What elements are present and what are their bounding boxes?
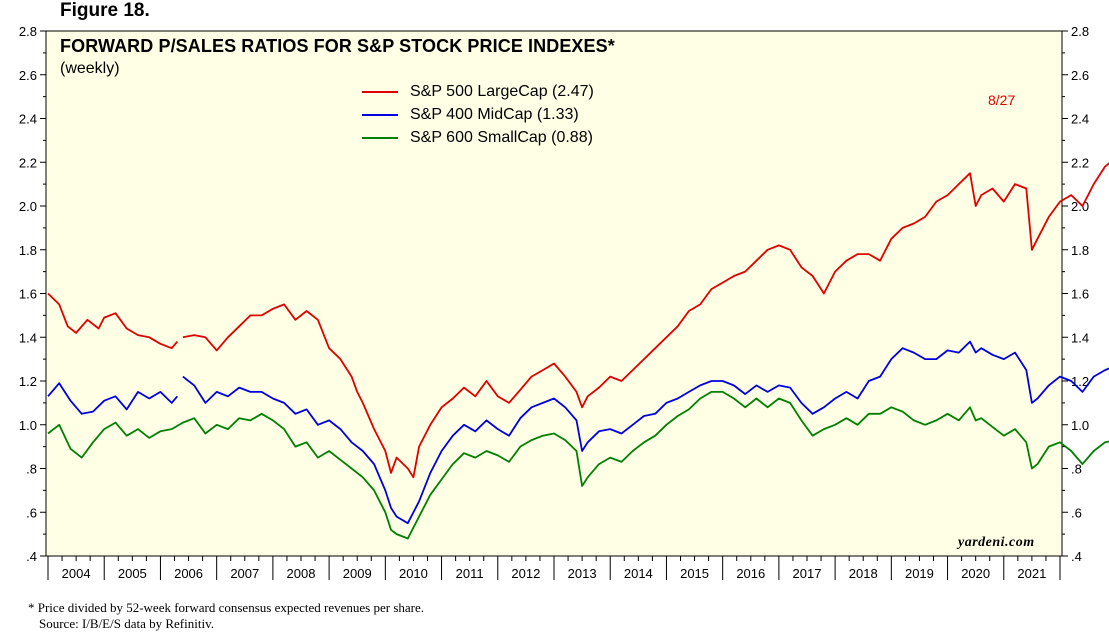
x-tick-label: 2017 [793,566,822,581]
chart-subtitle: (weekly) [60,60,120,77]
y-tick-label-left: 2.8 [19,24,37,39]
y-tick-label-right: 2.6 [1071,68,1089,83]
y-tick-label-right: 1.4 [1071,330,1089,345]
legend-item-midcap: S&P 400 MidCap (1.33) [362,103,594,126]
legend-item-largecap: S&P 500 LargeCap (2.47) [362,80,594,103]
y-tick-label-left: 1.4 [19,330,37,345]
y-tick-label-right: 2.8 [1071,24,1089,39]
y-tick-label-left: 2.2 [19,155,37,170]
y-tick-label-left: 1.6 [19,287,37,302]
x-tick-label: 2011 [456,566,484,581]
x-tick-label: 2013 [568,566,597,581]
legend-label-smallcap: S&P 600 SmallCap (0.88) [410,128,593,146]
legend-swatch-midcap [362,113,398,116]
end-date-label: 8/27 [988,92,1016,108]
y-tick-label-left: 2.4 [19,112,37,127]
legend: S&P 500 LargeCap (2.47) S&P 400 MidCap (… [362,80,594,149]
y-tick-label-left: 1.2 [19,374,37,389]
brand-watermark: yardeni.com [958,535,1035,550]
y-tick-label-left: 2.0 [19,199,37,214]
x-tick-label: 2018 [849,566,878,581]
y-tick-label-right: 2.2 [1071,155,1089,170]
chart-title: FORWARD P/SALES RATIOS FOR S&P STOCK PRI… [60,36,615,56]
y-tick-label-right: 1.8 [1071,243,1089,258]
x-tick-label: 2016 [736,566,765,581]
x-tick-label: 2005 [118,566,147,581]
y-tick-label-right: .4 [1071,549,1082,564]
x-axis: 2004 2005 2006 2007 2008 2009 2010 2011 2012 2013… [47,556,1061,581]
y-axis-left: 2.8 2.6 2.4 2.2 2.0 1.8 1.6 1.4 1.2 1.0 .8 .6 .4 [19,24,46,564]
legend-swatch-largecap [362,90,398,93]
footnote: * Price divided by 52-week forward conse… [28,600,424,632]
figure-label: Figure 18. [60,0,150,21]
y-axis-right: 2.82.62.42.22.01.81.61.41.21.0.8.6.4 [1062,24,1089,564]
x-tick-label: 2021 [1017,566,1046,581]
y-tick-label-right: 1.0 [1071,418,1089,433]
series-line-midcap [47,340,1109,525]
x-tick-label: 2015 [680,566,709,581]
y-tick-label-right: 1.6 [1071,287,1089,302]
x-tick-label: 2007 [230,566,259,581]
x-tick-label: 2006 [174,566,203,581]
y-tick-label-left: .8 [26,462,37,477]
legend-label-midcap: S&P 400 MidCap (1.33) [410,105,579,123]
y-tick-label-right: .6 [1071,505,1082,520]
y-tick-label-right: .8 [1071,462,1082,477]
x-tick-label: 2019 [905,566,934,581]
x-tick-label: 2008 [287,566,316,581]
y-tick-label-left: .4 [26,549,37,564]
x-tick-label: 2010 [399,566,428,581]
y-tick-label-left: 1.8 [19,243,37,258]
y-tick-label-right: 2.0 [1071,199,1089,214]
series-line-largecap [47,162,1109,479]
footnote-source: Source: I/B/E/S data by Refinitiv. [39,616,214,631]
series-line-smallcap [47,391,1109,540]
x-tick-label: 2012 [511,566,540,581]
y-tick-label-left: 2.6 [19,68,37,83]
y-tick-label-left: .6 [26,505,37,520]
legend-item-smallcap: S&P 600 SmallCap (0.88) [362,126,594,149]
x-tick-label: 2020 [961,566,990,581]
x-tick-label: 2004 [62,566,91,581]
series-group [47,162,1109,540]
legend-swatch-smallcap [362,136,398,139]
y-tick-label-left: 1.0 [19,418,37,433]
footnote-definition: * Price divided by 52-week forward conse… [28,600,424,615]
x-tick-label: 2009 [343,566,372,581]
legend-label-largecap: S&P 500 LargeCap (2.47) [410,82,594,100]
y-tick-label-right: 2.4 [1071,112,1089,127]
x-tick-label: 2014 [624,566,653,581]
